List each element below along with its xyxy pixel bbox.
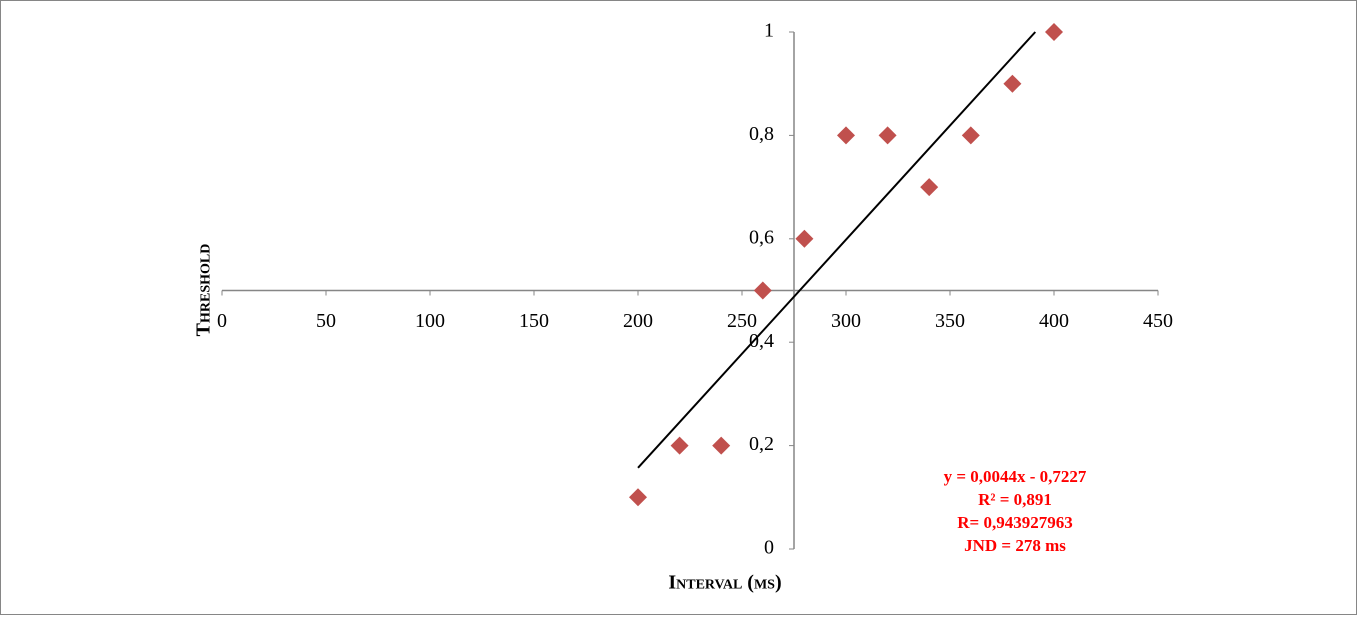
y-tick-label: 0,2 [749,433,774,455]
y-tick-label: 1 [764,20,774,42]
trendline [637,31,1037,469]
x-tick-label: 250 [727,310,757,332]
data-point [1003,74,1022,93]
x-tick-label: 0 [217,310,227,332]
annotation: y = 0,0044x - 0,7227 [944,467,1087,486]
y-tick-label: 0,6 [749,226,774,248]
x-tick-label: 50 [316,310,336,332]
data-point [837,126,855,145]
data-point [961,126,980,145]
data-point [920,178,939,197]
x-tick-label: 400 [1039,310,1069,332]
x-tick-label: 350 [935,310,965,332]
x-tick-label: 300 [831,310,861,332]
data-point [670,436,689,455]
data-point [753,281,772,300]
x-tick-label: 200 [623,310,653,332]
data-point [712,436,731,455]
data-point [878,126,897,145]
x-tick-label: 100 [415,310,445,332]
x-tick-label: 150 [519,310,549,332]
data-point [629,488,647,507]
annotation: JND = 278 ms [964,536,1066,555]
annotation: R² = 0,891 [978,490,1052,509]
annotation: R= 0,943927963 [957,513,1072,532]
y-tick-label: 0 [764,537,774,559]
x-axis-title: Interval (ms) [668,572,781,594]
y-axis-title: Threshold [193,244,215,337]
x-tick-label: 450 [1143,310,1173,332]
y-tick-label: 0,8 [749,123,774,145]
y-tick-label: 0,4 [749,330,774,352]
data-point [795,229,814,248]
data-point [1045,23,1063,41]
